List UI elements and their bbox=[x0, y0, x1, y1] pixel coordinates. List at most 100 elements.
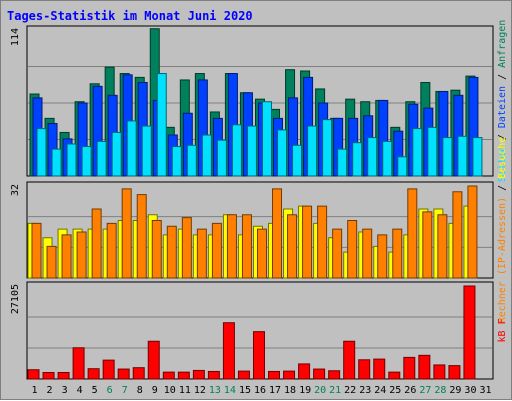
hits-legend-part: Anfragen bbox=[497, 20, 508, 68]
hits-bar-seiten bbox=[457, 135, 468, 177]
hits-legend-part: / bbox=[497, 68, 508, 86]
kbytes-bar-kbytes bbox=[268, 370, 281, 380]
visits-bar-rechner bbox=[302, 205, 313, 279]
hits-bar-seiten bbox=[427, 126, 438, 177]
visits-bar-rechner bbox=[347, 220, 358, 279]
hits-bar-seiten bbox=[397, 156, 408, 177]
visits-bar-rechner bbox=[332, 228, 343, 279]
day-label: 12 bbox=[194, 385, 206, 396]
kbytes-bar-kbytes bbox=[373, 358, 386, 380]
day-label: 14 bbox=[224, 385, 236, 396]
day-label: 8 bbox=[137, 385, 143, 396]
hits-bar-seiten bbox=[201, 134, 212, 177]
hits-bar-seiten bbox=[261, 101, 272, 177]
page-title: Tages-Statistik im Monat Juni 2020 bbox=[7, 9, 253, 23]
day-label: 25 bbox=[389, 385, 401, 396]
kbytes-bar-kbytes bbox=[57, 371, 70, 380]
visits-legend-part: Rechner (IP-Adressen) bbox=[497, 197, 508, 323]
day-label: 9 bbox=[152, 385, 158, 396]
day-label: 13 bbox=[209, 385, 221, 396]
kbytes-bar-kbytes bbox=[463, 285, 476, 380]
kbytes-bar-kbytes bbox=[283, 370, 296, 380]
visits-bar-rechner bbox=[422, 211, 433, 279]
visits-bar-rechner bbox=[241, 214, 252, 279]
day-label: 28 bbox=[434, 385, 446, 396]
hits-bar-seiten bbox=[412, 128, 423, 177]
day-label: 16 bbox=[254, 385, 266, 396]
visits-bar-rechner bbox=[256, 228, 267, 279]
visits-bar-rechner bbox=[467, 185, 478, 279]
visits-bar-rechner bbox=[211, 222, 222, 279]
day-label: 21 bbox=[329, 385, 341, 396]
visits-bar-rechner bbox=[31, 222, 42, 279]
kbytes-bar-kbytes bbox=[403, 356, 416, 380]
visits-series-legend: Rechner (IP-Adressen) / Besuche bbox=[497, 137, 508, 324]
day-label: 5 bbox=[92, 385, 98, 396]
visits-bar-rechner bbox=[362, 228, 373, 279]
hits-bar-seiten bbox=[231, 124, 242, 177]
kbytes-legend-part: kB F bbox=[497, 318, 508, 342]
day-label: 20 bbox=[314, 385, 326, 396]
hits-bar-seiten bbox=[156, 73, 167, 177]
hits-bar-seiten bbox=[367, 137, 378, 177]
visits-bar-rechner bbox=[392, 228, 403, 279]
hits-bar-seiten bbox=[292, 144, 303, 177]
hits-bar-seiten bbox=[322, 119, 333, 177]
kbytes-bar-kbytes bbox=[298, 363, 311, 380]
visits-bar-rechner bbox=[437, 214, 448, 279]
kbytes-bar-kbytes bbox=[147, 340, 160, 380]
kbytes-bar-kbytes bbox=[42, 371, 55, 380]
day-label: 31 bbox=[479, 385, 491, 396]
visits-bar-rechner bbox=[226, 214, 237, 279]
day-label: 2 bbox=[47, 385, 53, 396]
hits-bar-seiten bbox=[66, 143, 77, 177]
visits-bar-rechner bbox=[76, 231, 87, 279]
hits-legend-part: / bbox=[497, 128, 508, 146]
hits-series-legend: Seiten / Dateien / Anfragen bbox=[497, 20, 508, 183]
hits-bar-seiten bbox=[246, 125, 257, 177]
hits-bar-seiten bbox=[337, 148, 348, 177]
visits-bar-rechner bbox=[317, 205, 328, 279]
kbytes-bar-kbytes bbox=[87, 368, 100, 380]
day-label: 4 bbox=[77, 385, 83, 396]
day-label: 27 bbox=[419, 385, 431, 396]
hits-bar-seiten bbox=[96, 140, 107, 177]
kbytes-bar-kbytes bbox=[237, 370, 250, 380]
kbytes-bar-kbytes bbox=[343, 340, 356, 380]
visits-bar-rechner bbox=[287, 214, 298, 279]
hits-bar-seiten bbox=[307, 125, 318, 177]
day-label: 10 bbox=[164, 385, 176, 396]
visits-legend-part: / bbox=[497, 179, 508, 197]
hits-bar-seiten bbox=[171, 146, 182, 177]
hits-bar-seiten bbox=[216, 139, 227, 177]
hits-legend-part: Seiten bbox=[497, 146, 508, 182]
hits-bar-seiten bbox=[352, 142, 363, 177]
visits-bar-rechner bbox=[106, 222, 117, 279]
hits-bar-seiten bbox=[111, 131, 122, 177]
visits-bar-rechner bbox=[166, 225, 177, 279]
hits-bar-seiten bbox=[141, 125, 152, 177]
visits-legend-part: Besuche bbox=[497, 137, 508, 179]
kbytes-bar-kbytes bbox=[132, 367, 145, 380]
visits-bar-rechner bbox=[151, 220, 162, 279]
hits-legend-part: Dateien bbox=[497, 86, 508, 128]
hits-bar-seiten bbox=[277, 129, 288, 177]
day-label: 7 bbox=[122, 385, 128, 396]
kbytes-bar-kbytes bbox=[192, 369, 205, 380]
kbytes-bar-kbytes bbox=[448, 365, 461, 380]
kbytes-bar-kbytes bbox=[117, 368, 130, 380]
hits-ymax-label: 114 bbox=[10, 28, 21, 46]
visits-bar-rechner bbox=[136, 194, 147, 279]
day-label: 1 bbox=[32, 385, 38, 396]
visits-bar-rechner bbox=[196, 228, 207, 279]
kbytes-series-legend: kB F bbox=[497, 318, 508, 342]
day-label: 26 bbox=[404, 385, 416, 396]
visits-bar-rechner bbox=[407, 188, 418, 279]
kbytes-bar-kbytes bbox=[388, 371, 401, 380]
kbytes-bar-kbytes bbox=[252, 331, 265, 380]
day-label: 19 bbox=[299, 385, 311, 396]
visits-ymax-label: 32 bbox=[10, 184, 21, 196]
hits-bar-seiten bbox=[442, 137, 453, 177]
